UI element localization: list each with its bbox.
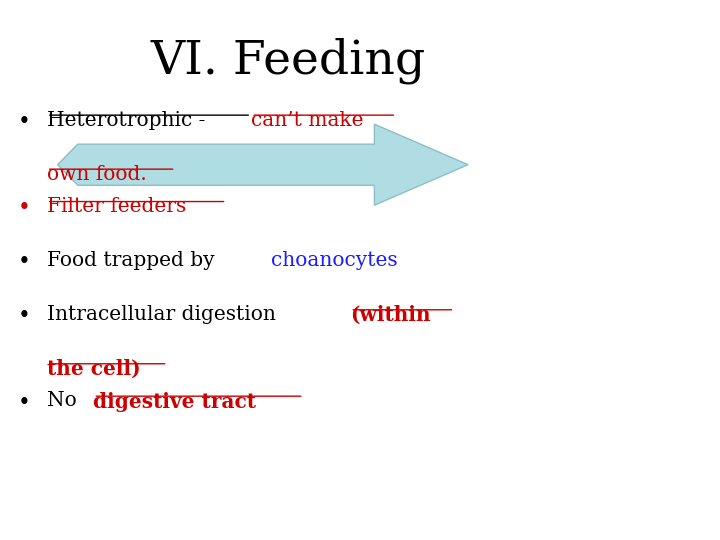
- Text: can’t make: can’t make: [251, 111, 364, 130]
- Text: VI. Feeding: VI. Feeding: [150, 38, 426, 84]
- Text: Heterotrophic -: Heterotrophic -: [47, 111, 205, 130]
- Text: •: •: [18, 305, 31, 327]
- Text: No: No: [47, 392, 83, 410]
- Text: Food trapped by: Food trapped by: [47, 251, 221, 270]
- Text: •: •: [18, 251, 31, 273]
- Text: own food.: own food.: [47, 165, 147, 184]
- Polygon shape: [58, 124, 468, 205]
- Text: •: •: [18, 197, 31, 219]
- Text: Intracellular digestion: Intracellular digestion: [47, 305, 282, 324]
- Text: •: •: [18, 111, 31, 133]
- Text: digestive tract: digestive tract: [94, 392, 256, 411]
- Text: choanocytes: choanocytes: [271, 251, 398, 270]
- Text: •: •: [18, 392, 31, 414]
- Text: (within: (within: [351, 305, 431, 325]
- Text: Filter feeders: Filter feeders: [47, 197, 186, 216]
- Text: the cell): the cell): [47, 359, 140, 379]
